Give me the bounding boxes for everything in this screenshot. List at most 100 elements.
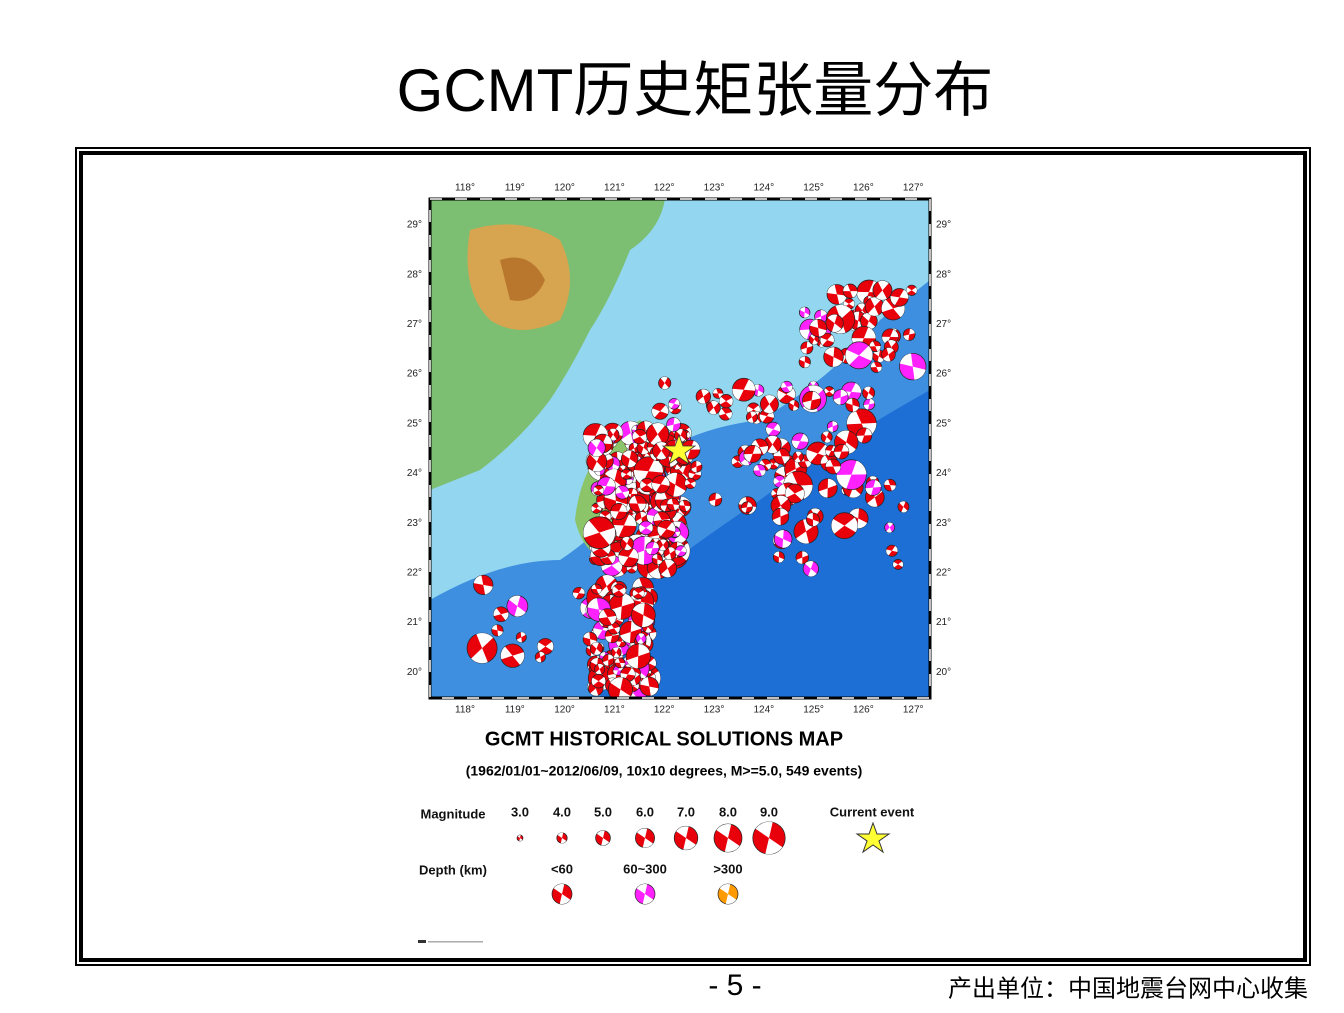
beachball xyxy=(657,539,669,551)
beachball xyxy=(870,361,883,373)
beachball-wedge xyxy=(799,307,810,318)
mountains-high xyxy=(500,257,545,301)
beachball-wedge xyxy=(767,435,778,454)
beachball xyxy=(651,553,663,565)
beachball-wedge xyxy=(799,356,810,368)
beachball-wedge xyxy=(491,624,503,637)
beachball-wedge xyxy=(801,341,813,354)
beachball xyxy=(795,550,809,565)
beachball xyxy=(651,402,669,420)
beachball-wedge xyxy=(645,542,659,555)
lat-label: 20° xyxy=(407,667,422,678)
map xyxy=(430,199,930,698)
beachball xyxy=(903,328,916,341)
beachball-wedge xyxy=(751,439,769,455)
beachball-wedge xyxy=(825,459,841,474)
beachball-wedge xyxy=(676,826,696,850)
beachball-wedge xyxy=(883,347,894,362)
beachball-wedge xyxy=(509,595,526,617)
beachball xyxy=(666,417,681,432)
beachball xyxy=(595,830,611,846)
beachball-wedge xyxy=(473,575,493,595)
beachball xyxy=(800,341,814,355)
beachball xyxy=(556,832,568,844)
beachball xyxy=(713,823,743,853)
beachball xyxy=(817,478,838,499)
beachball xyxy=(658,559,678,578)
beachball xyxy=(788,399,800,411)
slide-title: GCMT历史矩张量分布 xyxy=(397,57,994,124)
beachball-wedge xyxy=(598,609,617,625)
beachball xyxy=(598,608,617,627)
beachball-wedge xyxy=(843,284,858,298)
beachball-wedge xyxy=(822,431,831,443)
beachball-wedge xyxy=(676,429,686,442)
beachball-wedge xyxy=(651,405,669,418)
beachball xyxy=(872,280,893,301)
beachball xyxy=(831,512,858,540)
depth-value: 60~300 xyxy=(623,861,667,876)
beachball xyxy=(590,503,602,514)
beachball-wedge xyxy=(785,487,805,501)
beachball xyxy=(632,587,645,600)
beachball-wedge xyxy=(620,668,636,681)
beachball-wedge xyxy=(697,389,710,404)
beachball-wedge xyxy=(906,287,917,294)
beachball-wedge xyxy=(755,821,783,855)
lon-label: 122° xyxy=(654,183,675,194)
beachball-wedge xyxy=(818,478,837,498)
beachball-wedge xyxy=(609,428,617,441)
beachball-wedge xyxy=(777,388,796,401)
beachball xyxy=(506,595,529,617)
beachball-wedge xyxy=(753,384,764,397)
beachball xyxy=(784,483,805,504)
page-number: - 5 - xyxy=(708,969,761,1002)
beachball-wedge xyxy=(719,883,737,904)
magnitude-value: 8.0 xyxy=(719,804,737,819)
beachball-wedge xyxy=(590,439,603,457)
beachball-wedge xyxy=(772,508,789,526)
beachball-wedge xyxy=(638,441,649,455)
map-frame-ticks xyxy=(429,198,931,699)
beachball xyxy=(632,429,648,445)
beachball xyxy=(591,583,602,595)
beachball-wedge xyxy=(553,884,571,904)
beachball xyxy=(881,347,896,362)
beachball xyxy=(899,352,927,381)
lon-label: 121° xyxy=(604,183,625,194)
beachball xyxy=(791,432,809,450)
beachball xyxy=(863,398,876,411)
beachball xyxy=(718,394,734,409)
beachball-wedge xyxy=(652,554,663,565)
beachball-wedge xyxy=(640,677,659,696)
beachball xyxy=(884,522,896,533)
beachball-wedge xyxy=(637,633,645,644)
beachball xyxy=(594,663,606,675)
beachball-wedge xyxy=(744,445,762,463)
beachball xyxy=(708,492,723,507)
beachball xyxy=(826,420,839,433)
beachball xyxy=(620,536,634,551)
magnitude-value: 6.0 xyxy=(636,804,654,819)
lat-label: 29° xyxy=(407,220,422,231)
beachball-wedge xyxy=(633,458,663,485)
beachball xyxy=(892,559,904,570)
beachball-wedge xyxy=(675,546,687,556)
beachball xyxy=(833,443,850,460)
beachball xyxy=(712,388,724,399)
beachball xyxy=(516,834,524,842)
beachball-wedge xyxy=(621,470,632,478)
lat-label: 22° xyxy=(407,568,422,579)
beachball-wedge xyxy=(589,451,604,472)
beachball-wedge xyxy=(884,479,896,491)
beachball xyxy=(473,574,494,595)
beachball-wedge xyxy=(773,551,784,563)
beachball xyxy=(845,341,873,370)
beachball xyxy=(612,583,626,598)
beachball xyxy=(706,400,721,415)
lon-label: 121° xyxy=(604,705,625,716)
beachball-wedge xyxy=(668,399,680,409)
beachball-wedge xyxy=(639,523,653,533)
beachball-wedge xyxy=(824,347,843,367)
beachball-wedge xyxy=(629,495,646,512)
